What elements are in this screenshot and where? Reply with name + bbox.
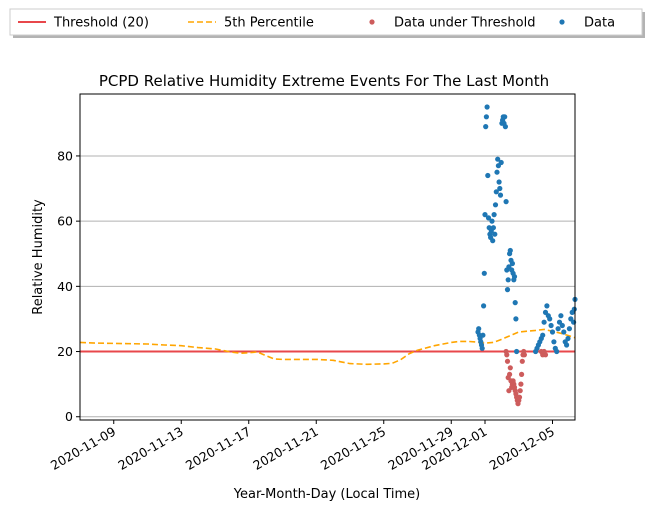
x-axis-label: Year-Month-Day (Local Time): [233, 487, 420, 502]
plot-frame: [79, 93, 576, 421]
data-point: [491, 212, 497, 218]
data-point: [482, 212, 488, 218]
data-point: [492, 202, 499, 208]
data-point: [548, 322, 554, 329]
data-point: [565, 335, 571, 342]
data-point: [559, 322, 565, 329]
data-under-threshold-point: [504, 352, 510, 358]
data-point: [547, 316, 553, 322]
data-point: [497, 192, 504, 198]
data-under-threshold-point: [507, 365, 513, 371]
data-under-threshold-point: [517, 388, 523, 394]
data-point: [561, 329, 567, 335]
data-point: [498, 159, 504, 166]
legend: Threshold (20) 5th Percentile Data under T…: [9, 8, 645, 38]
data-point: [505, 277, 511, 283]
data-under-threshold-point: [519, 371, 525, 377]
data-point: [502, 124, 508, 130]
data-point: [483, 114, 489, 120]
data-point: [492, 231, 498, 237]
data-point: [495, 156, 501, 162]
legend-label: Data under Threshold: [394, 16, 535, 31]
x-tick-label: 2020-11-09: [48, 424, 118, 473]
data-point: [549, 329, 556, 335]
data-point: [512, 300, 518, 306]
data-point: [490, 225, 496, 231]
data-point: [507, 247, 513, 254]
y-tick-label: 40: [57, 279, 73, 294]
data-point: [511, 274, 518, 280]
legend-label: Data: [584, 16, 615, 31]
y-tick-label: 60: [57, 214, 73, 229]
y-tick-label: 0: [65, 409, 73, 424]
data-under-threshold-point: [521, 352, 528, 358]
data-point: [481, 270, 487, 276]
legend-swatch-dot: [559, 19, 565, 25]
data-point: [497, 185, 503, 192]
data-point: [503, 199, 509, 205]
data-point: [509, 260, 515, 267]
data-under-threshold-point: [507, 371, 513, 377]
data-point: [502, 114, 508, 120]
data-under-threshold-point: [516, 394, 523, 400]
data-point: [476, 326, 482, 332]
data-point: [493, 189, 499, 195]
data-point: [514, 348, 520, 355]
data-point: [544, 303, 550, 309]
data-point: [490, 238, 496, 244]
x-tick-label: 2020-11-25: [318, 424, 388, 473]
axis-ticks: 0204060802020-11-092020-11-132020-11-172…: [48, 148, 557, 472]
data-point: [480, 332, 486, 338]
x-tick-label: 2020-11-17: [183, 424, 253, 473]
data-point: [494, 169, 500, 175]
data-point: [554, 348, 560, 355]
data-point: [489, 218, 495, 224]
x-tick-label: 2020-11-13: [115, 424, 185, 473]
legend-label: 5th Percentile: [224, 16, 314, 31]
legend-label: Threshold (20): [53, 16, 149, 31]
data-under-threshold-point: [504, 358, 511, 364]
percentile-line: [79, 328, 576, 366]
x-tick-label: 2020-12-05: [487, 424, 557, 473]
data-point: [540, 332, 546, 338]
data-point: [504, 287, 511, 293]
data-point: [479, 345, 485, 351]
data-point: [564, 342, 570, 348]
data-point: [566, 326, 573, 332]
series-layer: [79, 104, 578, 407]
data-point: [513, 316, 519, 322]
data-under-threshold-point: [519, 358, 525, 364]
chart-title: PCPD Relative Humidity Extreme Events Fo…: [99, 72, 549, 90]
data-point: [485, 215, 492, 221]
data-point: [551, 339, 557, 345]
x-tick-label: 2020-11-21: [250, 424, 320, 473]
data-point: [496, 179, 502, 185]
data-under-threshold-point: [542, 352, 549, 358]
data-point: [485, 172, 491, 179]
data-point: [484, 104, 490, 110]
data-point: [558, 313, 564, 319]
data-point: [483, 124, 489, 130]
data-under-threshold-point: [518, 381, 524, 387]
data-point: [481, 303, 487, 309]
data-point: [541, 319, 547, 325]
legend-swatch-dot: [369, 19, 375, 25]
y-tick-label: 20: [57, 344, 73, 359]
y-tick-label: 80: [57, 148, 73, 163]
data-point: [555, 326, 561, 332]
y-axis-label: Relative Humidity: [31, 199, 46, 315]
data-point: [571, 306, 577, 312]
